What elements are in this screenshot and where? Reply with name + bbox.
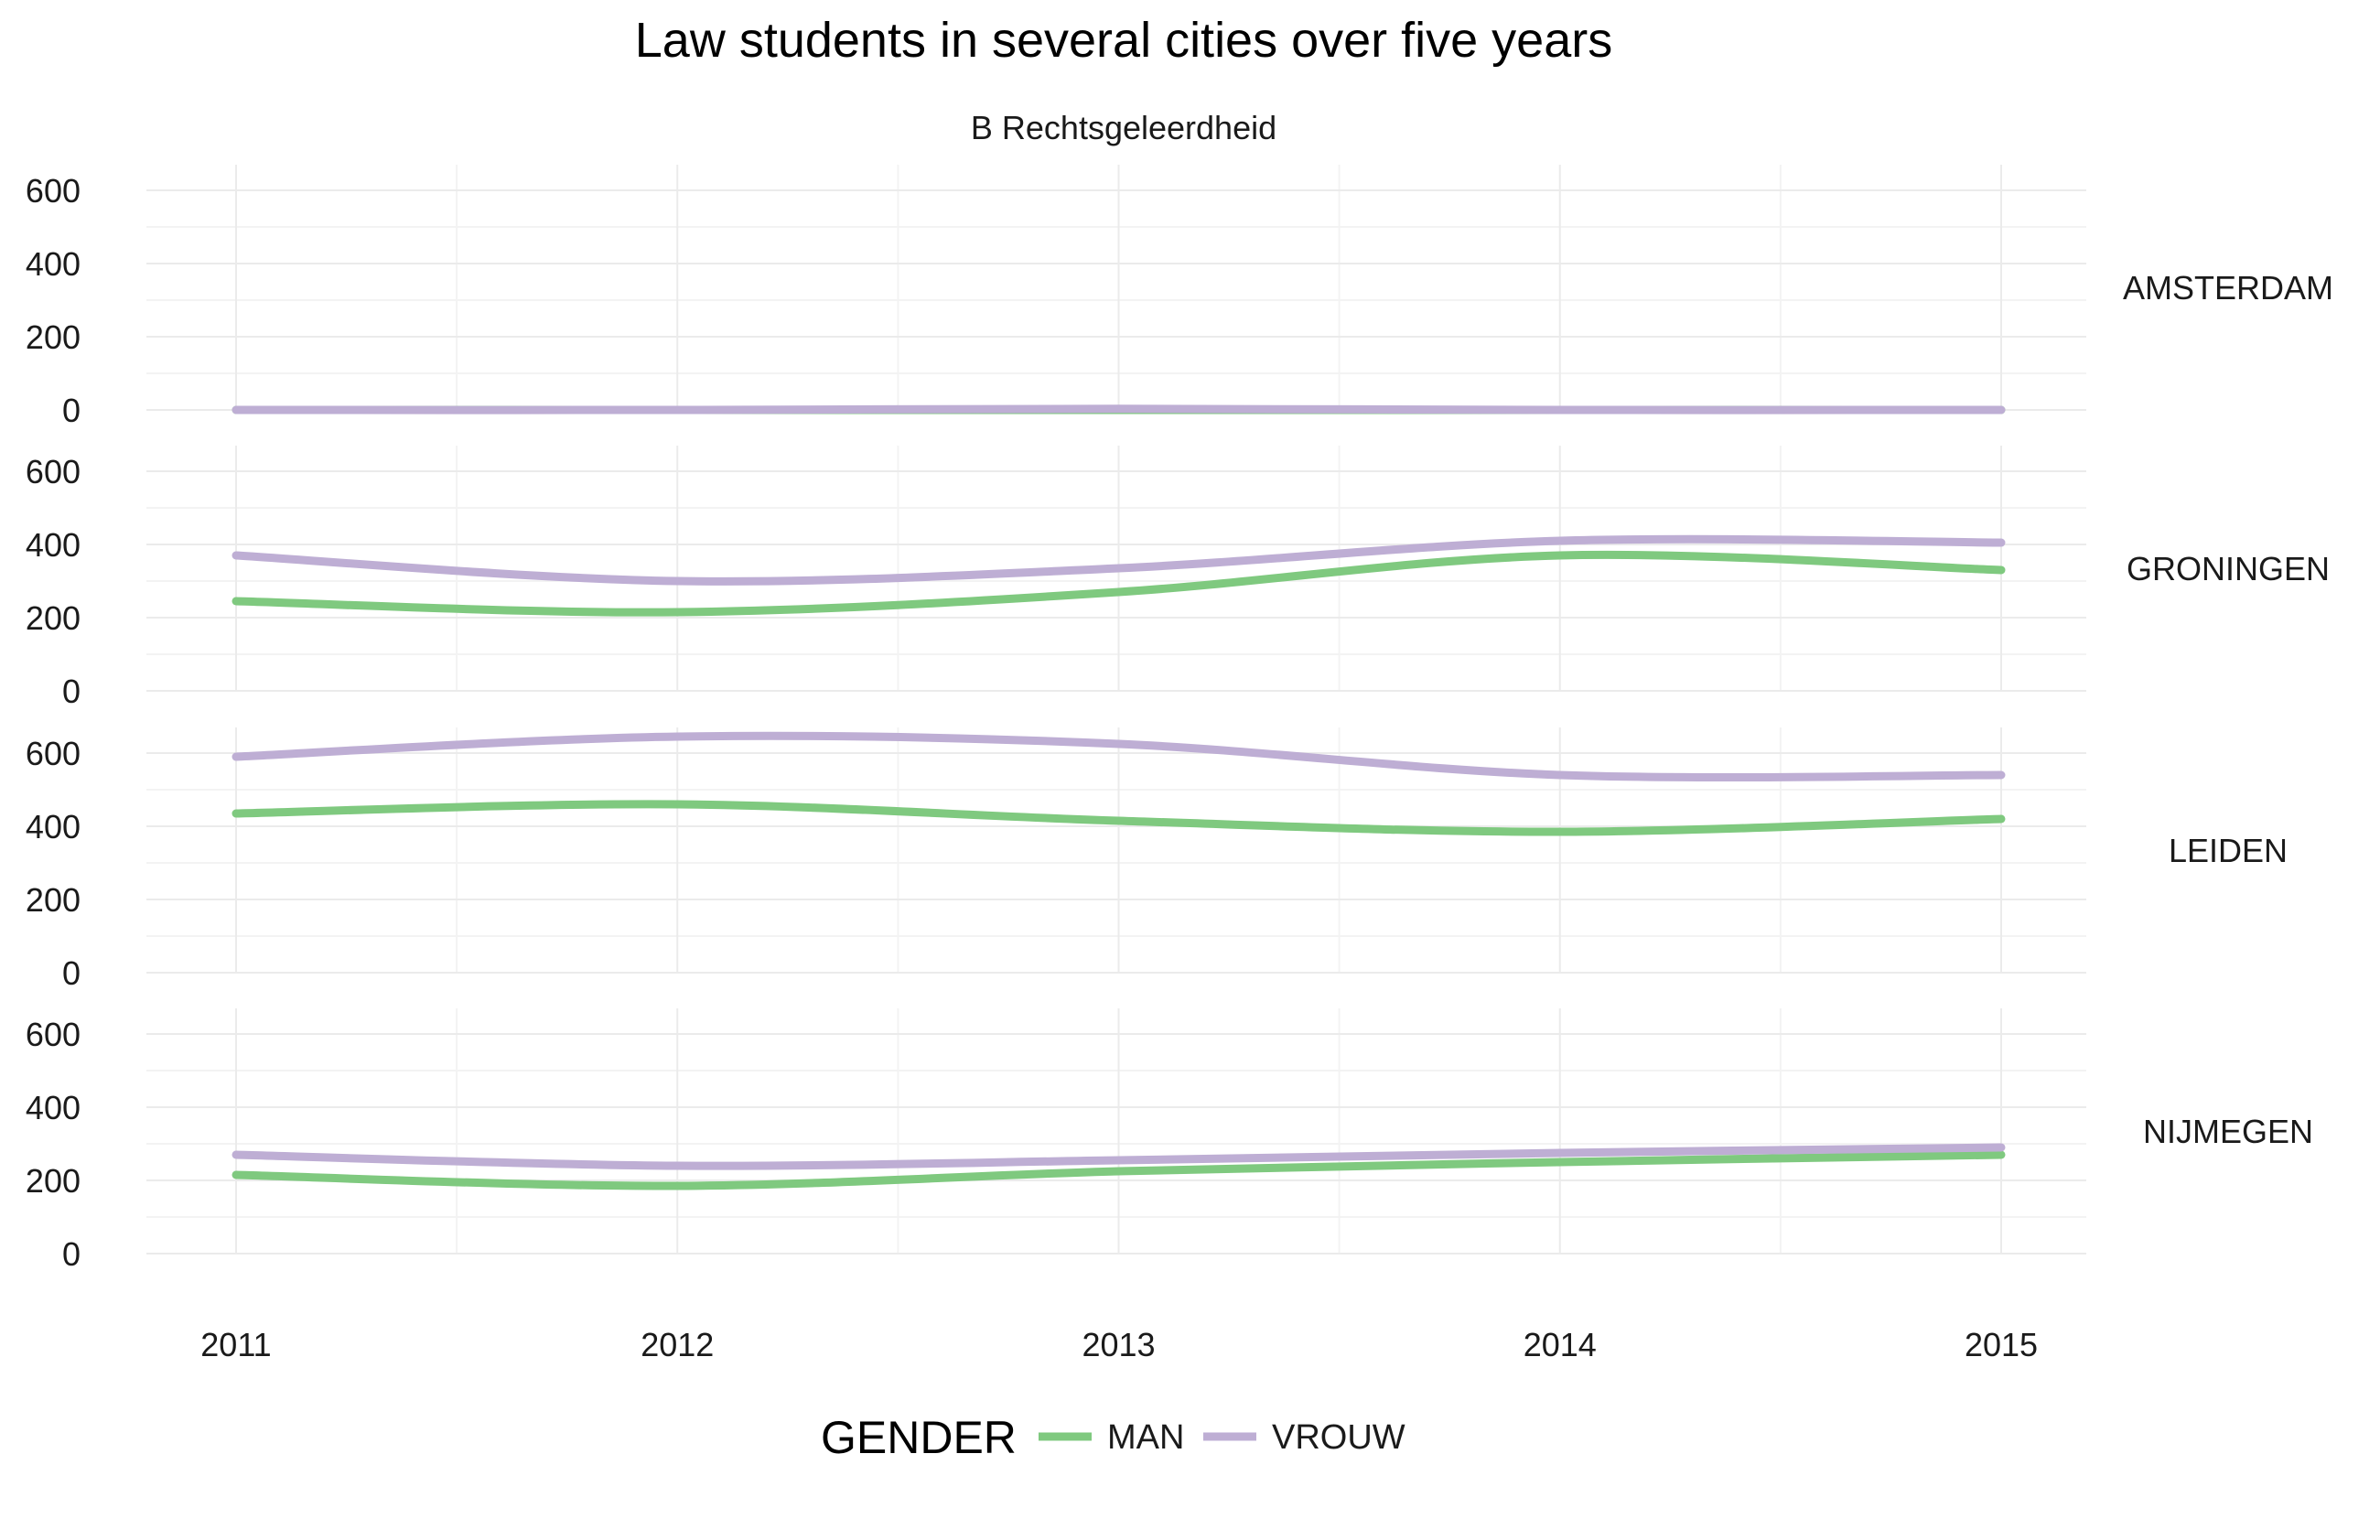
facet-label-nijmegen: NIJMEGEN — [2143, 1113, 2313, 1150]
series-line-groningen-man — [232, 550, 2006, 617]
facet-panel-amsterdam: 0 200 400 600 AMSTERDAM — [26, 165, 2333, 429]
x-axis: 2011 2012 2013 2014 2015 — [200, 1326, 2038, 1363]
x-tick-label: 2014 — [1524, 1326, 1597, 1363]
chart-subtitle: B Rechtsgeleerdheid — [971, 109, 1276, 146]
series-line-leiden-vrouw — [232, 731, 2006, 782]
legend: GENDER MAN VROUW — [821, 1412, 1405, 1463]
x-tick-label: 2013 — [1082, 1326, 1155, 1363]
y-tick-label: 0 — [62, 954, 81, 992]
chart-title: Law students in several cities over five… — [635, 13, 1612, 68]
facet-panel-leiden: 0 200 400 600 LEIDEN — [26, 727, 2288, 992]
legend-title: GENDER — [821, 1412, 1017, 1463]
y-tick-label: 200 — [26, 599, 81, 637]
y-tick-label: 600 — [26, 172, 81, 210]
y-tick-label: 600 — [26, 1016, 81, 1053]
x-tick-label: 2015 — [1965, 1326, 2038, 1363]
x-tick-label: 2012 — [641, 1326, 714, 1363]
facet-label-groningen: GRONINGEN — [2127, 550, 2330, 587]
series-line-nijmegen-vrouw — [232, 1143, 2006, 1170]
facet-panel-nijmegen: 0 200 400 600 NIJMEGEN — [26, 1008, 2313, 1273]
series-line-leiden-man — [232, 800, 2006, 836]
y-tick-label: 200 — [26, 881, 81, 919]
y-tick-label: 0 — [62, 673, 81, 710]
facets-layer: 0 200 400 600 AMSTERDAM 0 200 400 600 GRONINGEN 0 2… — [26, 165, 2333, 1273]
y-tick-label: 400 — [26, 526, 81, 564]
y-tick-label: 600 — [26, 735, 81, 772]
series-line-groningen-vrouw — [232, 534, 2006, 586]
series-line-nijmegen-man — [232, 1150, 2006, 1190]
facet-label-amsterdam: AMSTERDAM — [2123, 269, 2333, 307]
legend-label-vrouw: VROUW — [1272, 1418, 1405, 1457]
y-tick-label: 0 — [62, 1235, 81, 1273]
y-tick-label: 400 — [26, 808, 81, 845]
y-tick-label: 400 — [26, 245, 81, 283]
y-tick-label: 0 — [62, 392, 81, 429]
legend-label-man: MAN — [1107, 1418, 1184, 1457]
y-tick-label: 600 — [26, 453, 81, 490]
series-line-amsterdam-vrouw — [232, 404, 2006, 415]
y-tick-label: 200 — [26, 1162, 81, 1200]
facet-label-leiden: LEIDEN — [2169, 832, 2288, 869]
facet-panel-groningen: 0 200 400 600 GRONINGEN — [26, 446, 2330, 710]
y-tick-label: 200 — [26, 318, 81, 356]
y-tick-label: 400 — [26, 1089, 81, 1126]
x-tick-label: 2011 — [200, 1326, 271, 1363]
